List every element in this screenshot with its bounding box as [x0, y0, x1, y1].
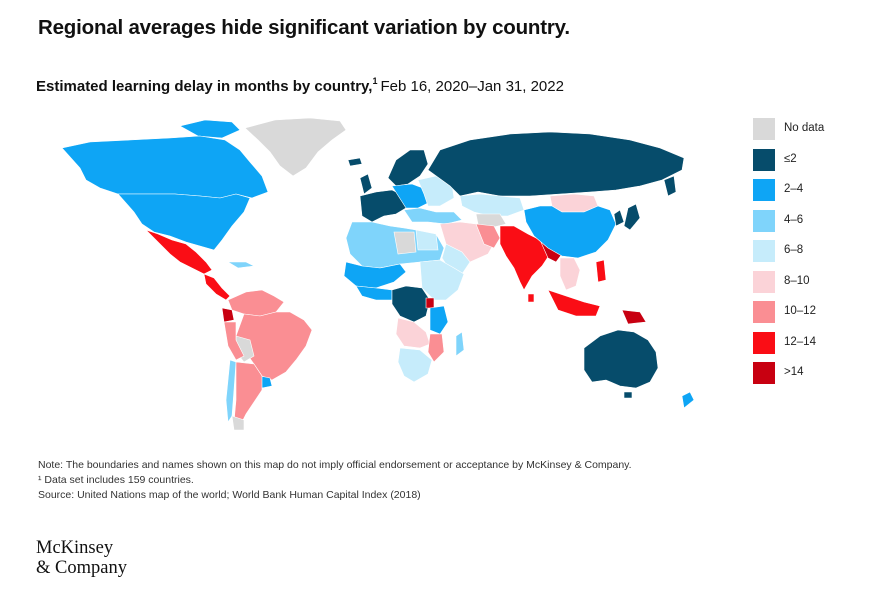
region-indochina: [559, 257, 581, 291]
legend-item: >14: [753, 362, 873, 384]
legend-label: 12–14: [784, 335, 816, 348]
region-central-asia: [475, 213, 507, 229]
region-balkans-turkey: [403, 207, 463, 225]
region-canada: [61, 135, 269, 199]
legend-item: No data: [753, 118, 873, 140]
boundary-note: Note: The boundaries and names shown on …: [38, 459, 632, 471]
region-papua: [621, 309, 647, 325]
region-uk: [359, 173, 373, 195]
legend-item: 6–8: [753, 240, 873, 262]
region-sahel: [343, 261, 407, 289]
region-libya: [393, 231, 417, 255]
legend-label: >14: [784, 366, 804, 378]
footnote-marker: 1: [372, 76, 378, 86]
region-iceland: [347, 157, 363, 167]
legend-swatch: [753, 270, 775, 293]
region-usa: [117, 193, 251, 251]
region-caribbean: [226, 261, 256, 269]
notes: Note: The boundaries and names shown on …: [38, 458, 632, 503]
legend-swatch: [753, 209, 775, 232]
headline: Regional averages hide significant varia…: [38, 16, 570, 39]
legend-label: 10–12: [784, 305, 816, 317]
legend-swatch: [753, 362, 775, 384]
region-sri-lanka: [527, 293, 535, 303]
region-new-zealand: [681, 391, 695, 409]
region-mexico: [145, 229, 213, 275]
region-central-america: [203, 273, 231, 301]
legend-item: 4–6: [753, 209, 873, 232]
region-east-africa: [429, 305, 449, 335]
legend-swatch: [753, 301, 775, 323]
chart-subtitle: Estimated learning delay in months by co…: [36, 76, 564, 95]
region-malaysia-indonesia: [547, 289, 601, 317]
legend-swatch: [753, 331, 775, 354]
region-uganda: [425, 297, 435, 309]
legend-item: ≤2: [753, 148, 873, 171]
region-chile: [225, 359, 237, 423]
region-philippines: [595, 259, 607, 283]
region-iran: [475, 223, 501, 249]
legend-label: 8–10: [784, 274, 810, 287]
region-ecuador: [221, 307, 235, 323]
region-korea: [613, 209, 625, 227]
region-china: [523, 205, 617, 259]
legend-label: ≤2: [784, 152, 797, 165]
region-russia: [427, 131, 685, 197]
region-horn-africa: [419, 259, 465, 301]
logo-line-1: McKinsey: [36, 538, 114, 558]
region-argentina: [233, 361, 263, 427]
world-map: [61, 117, 695, 431]
region-central-africa: [391, 285, 431, 323]
region-arctic-islands: [179, 119, 241, 139]
region-southern-central-africa: [395, 317, 431, 349]
mckinsey-logo: McKinsey & Company: [36, 538, 127, 578]
legend-item: 2–4: [753, 179, 873, 201]
region-patagonia: [231, 415, 245, 431]
region-greenland: [244, 117, 347, 177]
subtitle-title: Estimated learning delay in months by co…: [36, 78, 373, 95]
region-japan: [623, 203, 641, 231]
region-tasmania: [623, 391, 633, 399]
region-madagascar: [455, 331, 465, 357]
region-mozambique: [427, 333, 445, 363]
logo-line-2: & Company: [36, 558, 127, 578]
region-peru: [223, 321, 245, 361]
legend-swatch: [753, 179, 775, 201]
legend-label: 4–6: [784, 213, 804, 226]
legend-item: 8–10: [753, 270, 873, 293]
subtitle-date-range: Feb 16, 2020–Jan 31, 2022: [380, 78, 564, 95]
legend-label: No data: [784, 122, 825, 134]
legend-swatch: [753, 148, 775, 171]
region-kazakhstan: [459, 193, 525, 217]
region-pakistan-india: [499, 225, 551, 291]
source-note: Source: United Nations map of the world;…: [38, 489, 421, 501]
legend-label: 6–8: [784, 244, 804, 256]
legend-label: 2–4: [784, 183, 804, 195]
region-australia: [583, 329, 659, 389]
legend-swatch: [753, 118, 775, 140]
legend-item: 10–12: [753, 301, 873, 323]
region-southern-africa: [397, 347, 433, 383]
footnote: ¹ Data set includes 159 countries.: [38, 474, 194, 486]
region-western-europe: [359, 189, 407, 223]
legend-item: 12–14: [753, 331, 873, 354]
legend-swatch: [753, 240, 775, 262]
region-northern-south-america: [227, 289, 285, 317]
region-egypt: [415, 229, 439, 251]
region-west-africa: [355, 285, 393, 301]
region-kamchatka: [663, 175, 677, 197]
